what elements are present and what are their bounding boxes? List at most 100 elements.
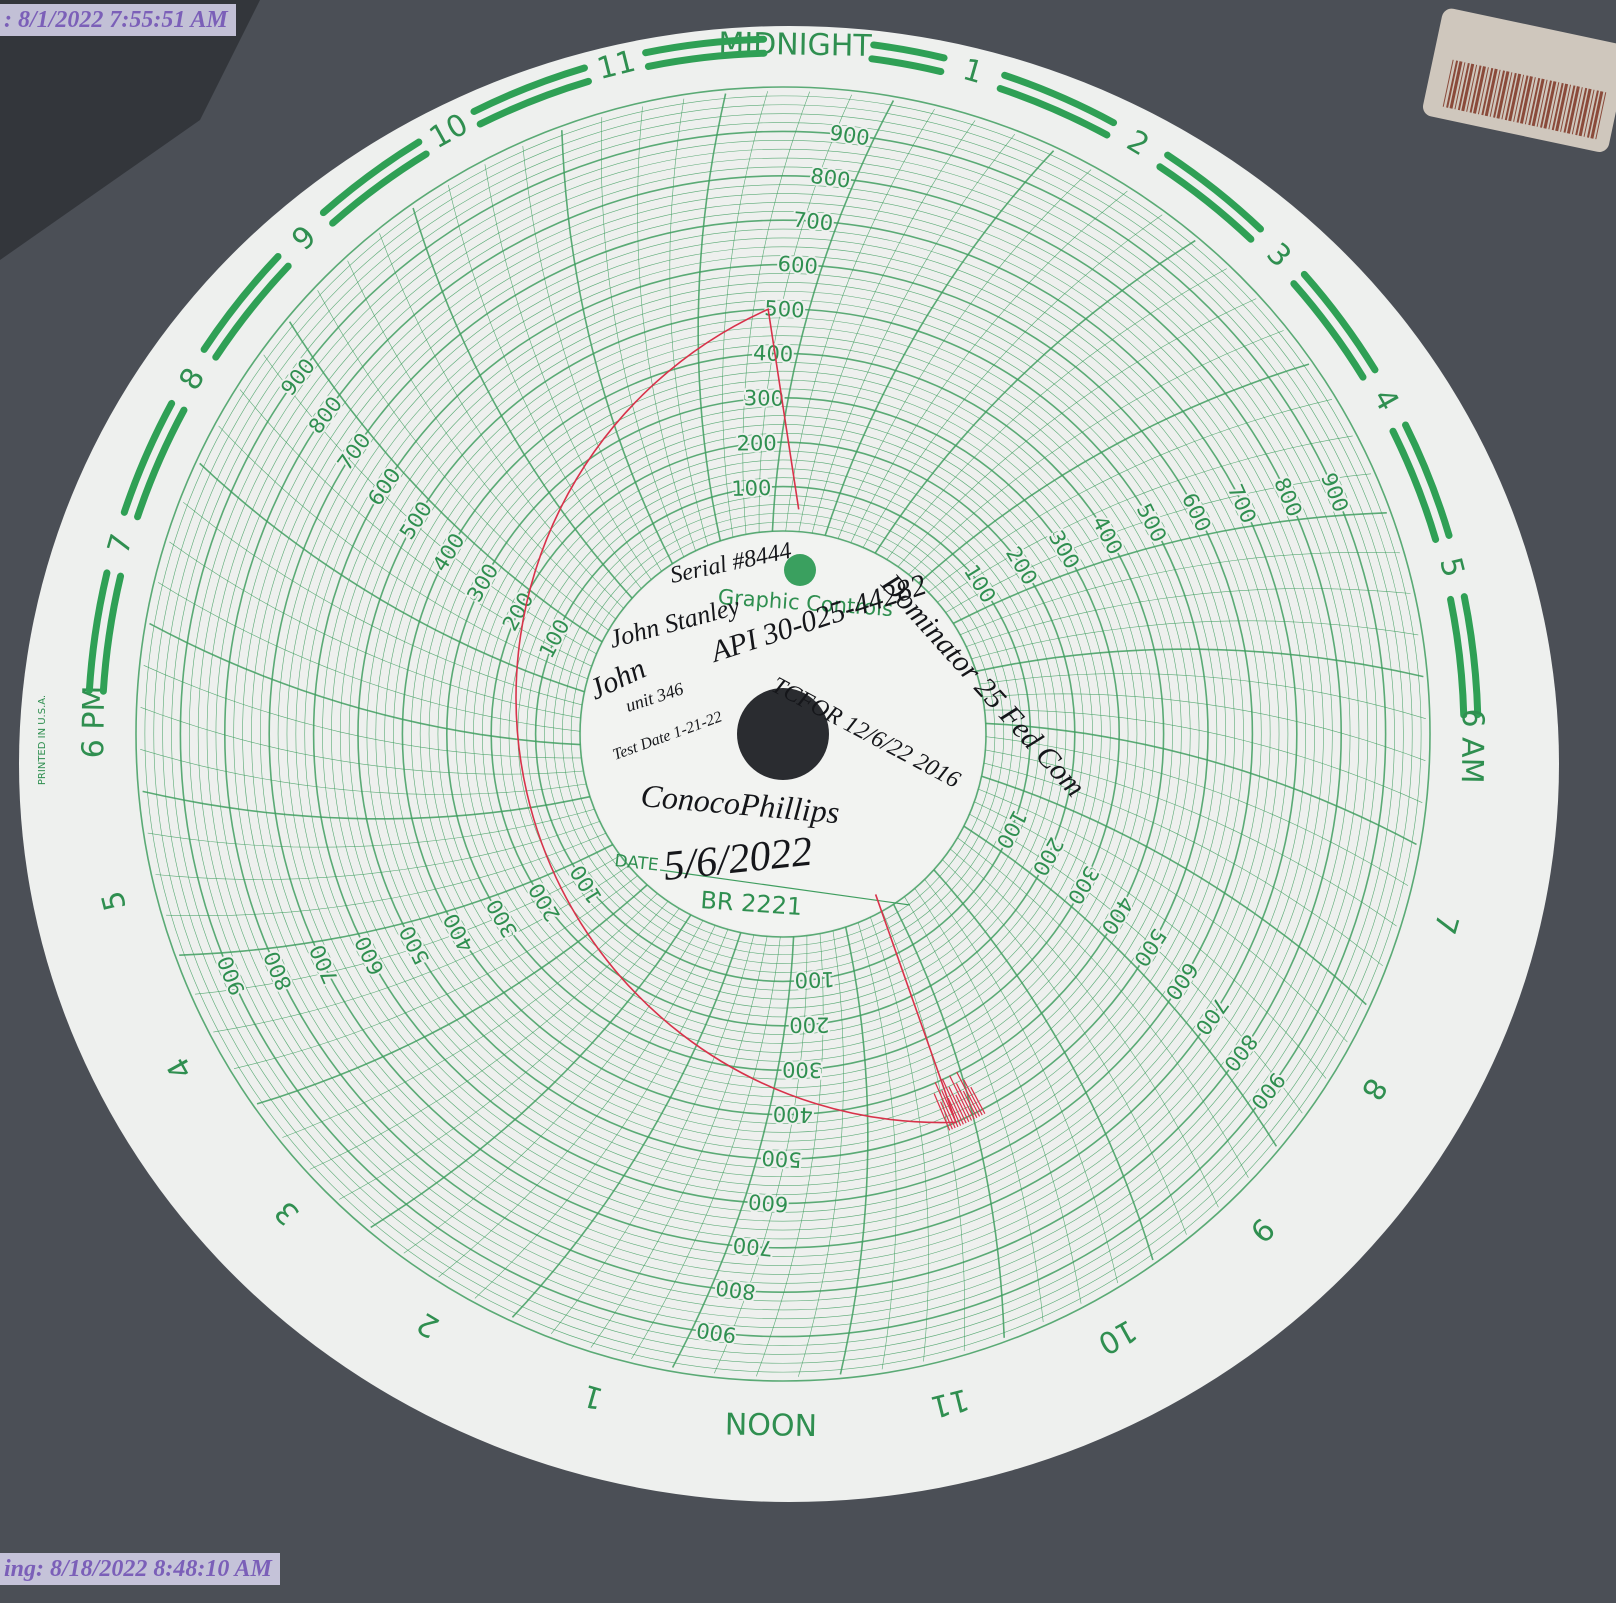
time-line [904,896,1044,1323]
bar-stripe [1566,86,1580,134]
ring [366,317,1200,1151]
night-band [1001,71,1118,127]
time-line [785,108,935,532]
time-line [798,120,976,532]
time-line [722,91,768,538]
time-line [142,790,591,820]
scale-label: 800 [809,164,852,193]
night-band [120,399,176,516]
night-band [99,572,125,695]
ring [490,441,1076,1027]
scale-label: 500 [761,1145,802,1171]
ring [295,246,1271,1222]
time-line [874,239,1196,554]
time-line [957,837,1249,1178]
ring [570,521,996,947]
ring [223,174,1343,1294]
time-line [758,94,852,533]
night-band [642,35,768,57]
time-line [169,541,581,719]
time-line [149,622,581,746]
ring [179,130,1387,1338]
time-line [945,473,1372,613]
time-line [928,399,1333,593]
ring [357,308,1209,1160]
scale-label: 700 [792,207,834,235]
timestamp: : 8/1/2022 7:55:51 AM [0,4,236,36]
time-line [914,888,1082,1304]
bar-stripe [1469,65,1482,113]
time-line [839,926,869,1375]
time-line [982,693,1426,761]
time-line [669,98,709,546]
pen-spike [948,1086,967,1124]
time-line [984,709,1423,803]
time-line [239,389,592,667]
ring [304,255,1262,1213]
bar-stripe [1493,70,1506,118]
time-line [886,268,1227,560]
scale-label: 700 [732,1232,774,1260]
pen-spike [949,1075,973,1121]
time-line [771,100,895,532]
timestamp: ing: 8/18/2022 8:48:10 AM [0,1553,280,1585]
scale-label: 200 [789,1012,829,1036]
time-line [969,813,1303,1114]
time-line [933,869,1154,1261]
bar-stripe [1446,60,1459,108]
bar-stripe [1571,87,1583,135]
scale-label: 600 [747,1189,789,1216]
pen-spike [970,1086,986,1114]
ring [153,104,1413,1364]
ring [144,95,1422,1373]
ring [312,263,1254,1205]
time-line [837,169,1092,539]
pen-spike [940,1101,953,1130]
date-label: DATE [613,851,659,876]
pen-spike [941,1078,964,1125]
time-line [637,106,696,551]
bar-stripe [1519,76,1533,124]
time-line [256,884,648,1105]
time-line [714,935,808,1374]
bar-stripe [1501,72,1513,120]
time-line [166,832,607,917]
night-band [1447,595,1468,719]
time-line [147,808,595,848]
ring [188,139,1378,1329]
logo [784,554,816,586]
night-band [1156,163,1255,243]
time-line [561,130,674,565]
ring [277,228,1289,1240]
ring [242,193,1324,1275]
night-band [329,150,430,227]
time-line [850,190,1128,543]
time-line [985,749,1397,927]
pen-spike [941,1090,959,1128]
time-line [522,145,662,572]
bar-stripe [1590,91,1604,139]
time-line [756,933,824,1377]
time-line [157,582,581,732]
bar-stripe [1551,82,1564,131]
bar-stripe [1560,84,1572,132]
time-line [979,673,1426,719]
time-line [975,648,1424,678]
time-line [288,321,603,643]
time-line [194,855,621,995]
night-band [1460,593,1482,719]
time-line [179,843,614,956]
ring [544,495,1022,973]
bar-stripe [1516,75,1529,123]
barcode-sticker [1422,8,1616,152]
bar-stripe [1449,61,1463,109]
bar-stripe [1466,64,1478,112]
bar-stripe [1548,82,1560,130]
pen-spike [962,1090,978,1119]
grid [135,86,1431,1382]
bar-stripe [1555,83,1569,132]
scale-label: 600 [777,252,819,279]
ring [260,211,1306,1257]
bar-stripe [1442,59,1454,107]
ring [206,157,1360,1311]
